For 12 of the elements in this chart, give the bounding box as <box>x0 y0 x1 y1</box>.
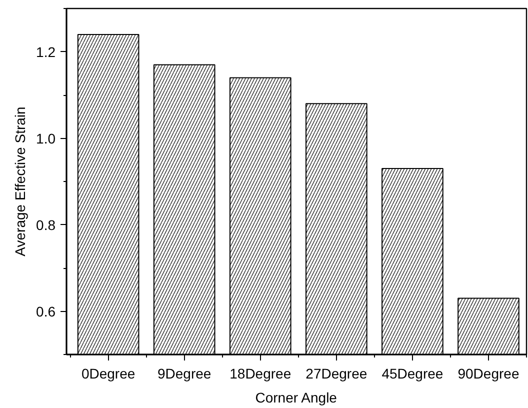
x-axis-title: Corner Angle <box>255 390 338 406</box>
y-tick-label: 1.0 <box>36 130 56 146</box>
x-tick-label: 90Degree <box>458 366 520 382</box>
x-tick-label: 9Degree <box>158 366 212 382</box>
x-tick-label: 45Degree <box>382 366 444 382</box>
y-axis-title: Average Effective Strain <box>12 106 28 256</box>
y-tick-label: 0.8 <box>36 216 56 233</box>
y-tick-label: 0.6 <box>36 303 56 320</box>
x-tick-label: 0Degree <box>81 366 136 382</box>
x-tick-label: 18Degree <box>230 366 292 382</box>
y-tick-label: 1.2 <box>36 44 56 60</box>
x-tick-label: 27Degree <box>306 366 368 382</box>
